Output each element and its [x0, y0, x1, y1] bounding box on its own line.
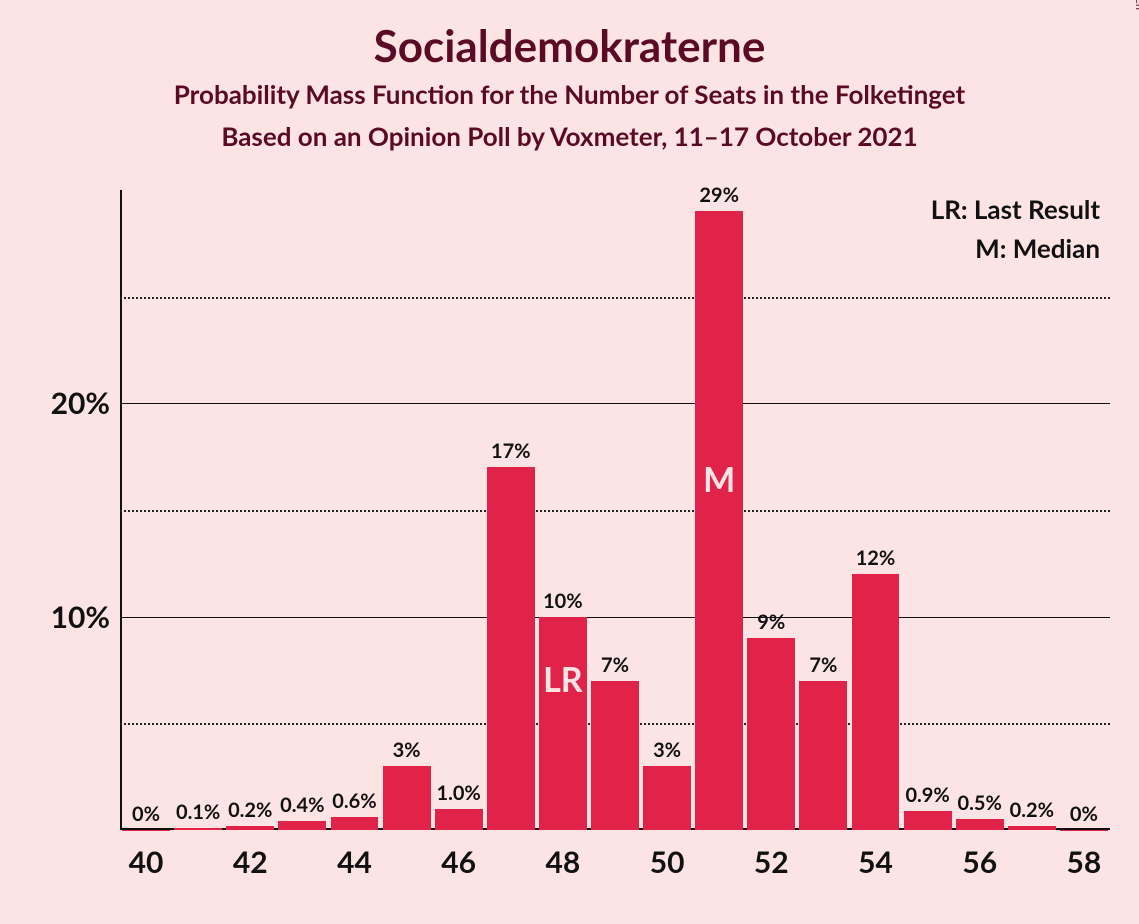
- median-marker: M: [703, 459, 735, 500]
- bar-value-label: 0.1%: [176, 800, 220, 828]
- chart-titles: Socialdemokraterne Probability Mass Func…: [0, 0, 1139, 152]
- bar: 0.4%: [278, 821, 326, 830]
- legend-m: M: Median: [931, 229, 1100, 268]
- bar: 0.2%: [1008, 826, 1056, 830]
- grid-minor: [120, 297, 1110, 299]
- x-tick-label: 46: [441, 844, 476, 880]
- bar-value-label: 12%: [856, 546, 896, 574]
- plot-area: LR: Last Result M: Median 10%20%40424446…: [120, 190, 1110, 830]
- bar: 29%M: [695, 211, 743, 830]
- bar-value-label: 0%: [132, 802, 160, 830]
- copyright-text: © 2021 Filip van Laenen: [1133, 0, 1139, 10]
- bar: 0.9%: [904, 811, 952, 830]
- x-tick-label: 56: [962, 844, 997, 880]
- chart-subtitle-1: Probability Mass Function for the Number…: [0, 78, 1139, 110]
- bar: 17%: [487, 467, 535, 830]
- legend: LR: Last Result M: Median: [931, 190, 1100, 268]
- x-tick-label: 54: [858, 844, 893, 880]
- bar-value-label: 3%: [653, 738, 681, 766]
- x-tick-label: 40: [129, 844, 164, 880]
- bar-value-label: 0.4%: [280, 793, 324, 821]
- bar: 0.1%: [174, 828, 222, 830]
- bar: 12%: [852, 574, 900, 830]
- chart-title: Socialdemokraterne: [0, 20, 1139, 72]
- chart-subtitle-2: Based on an Opinion Poll by Voxmeter, 11…: [0, 120, 1139, 152]
- bar: 3%: [643, 766, 691, 830]
- bar-value-label: 0.2%: [1010, 798, 1054, 826]
- x-tick-label: 52: [754, 844, 789, 880]
- bar-value-label: 7%: [809, 653, 837, 681]
- bar-value-label: 7%: [601, 653, 629, 681]
- bar: 0%: [1060, 830, 1108, 831]
- bar-value-label: 3%: [393, 738, 421, 766]
- grid-minor: [120, 510, 1110, 512]
- last-result-marker: LR: [543, 659, 583, 700]
- legend-lr: LR: Last Result: [931, 190, 1100, 229]
- bar-value-label: 0.5%: [958, 791, 1002, 819]
- bar: 7%: [591, 681, 639, 830]
- bar-value-label: 17%: [491, 439, 531, 467]
- bar-value-label: 0.9%: [905, 783, 949, 811]
- bar-value-label: 1.0%: [436, 781, 480, 809]
- chart-container: LR: Last Result M: Median 10% 20% 40 42 44 46…: [40, 190, 1110, 890]
- grid-major: [120, 617, 1110, 618]
- y-tick-label: 10%: [40, 599, 110, 635]
- y-tick-label: 20%: [40, 385, 110, 421]
- bar: 9%: [747, 638, 795, 830]
- x-tick-label: 42: [233, 844, 268, 880]
- x-tick-label: 48: [545, 844, 580, 880]
- bar: 1.0%: [435, 809, 483, 830]
- bar-value-label: 10%: [543, 589, 583, 617]
- grid-major: [120, 403, 1110, 404]
- bar-value-label: 0.6%: [332, 789, 376, 817]
- x-tick-label: 50: [650, 844, 685, 880]
- x-tick-label: 44: [337, 844, 372, 880]
- bar: 0.6%: [331, 817, 379, 830]
- bar: 10%LR: [539, 617, 587, 830]
- bar: 0.2%: [226, 826, 274, 830]
- bar: 7%: [799, 681, 847, 830]
- bar-value-label: 0.2%: [228, 798, 272, 826]
- bar-value-label: 29%: [699, 183, 739, 211]
- bar-value-label: 9%: [757, 610, 785, 638]
- x-tick-label: 58: [1067, 844, 1102, 880]
- bar: 3%: [383, 766, 431, 830]
- bar: 0.5%: [956, 819, 1004, 830]
- bar: 0%: [122, 830, 170, 831]
- bar-value-label: 0%: [1070, 802, 1098, 830]
